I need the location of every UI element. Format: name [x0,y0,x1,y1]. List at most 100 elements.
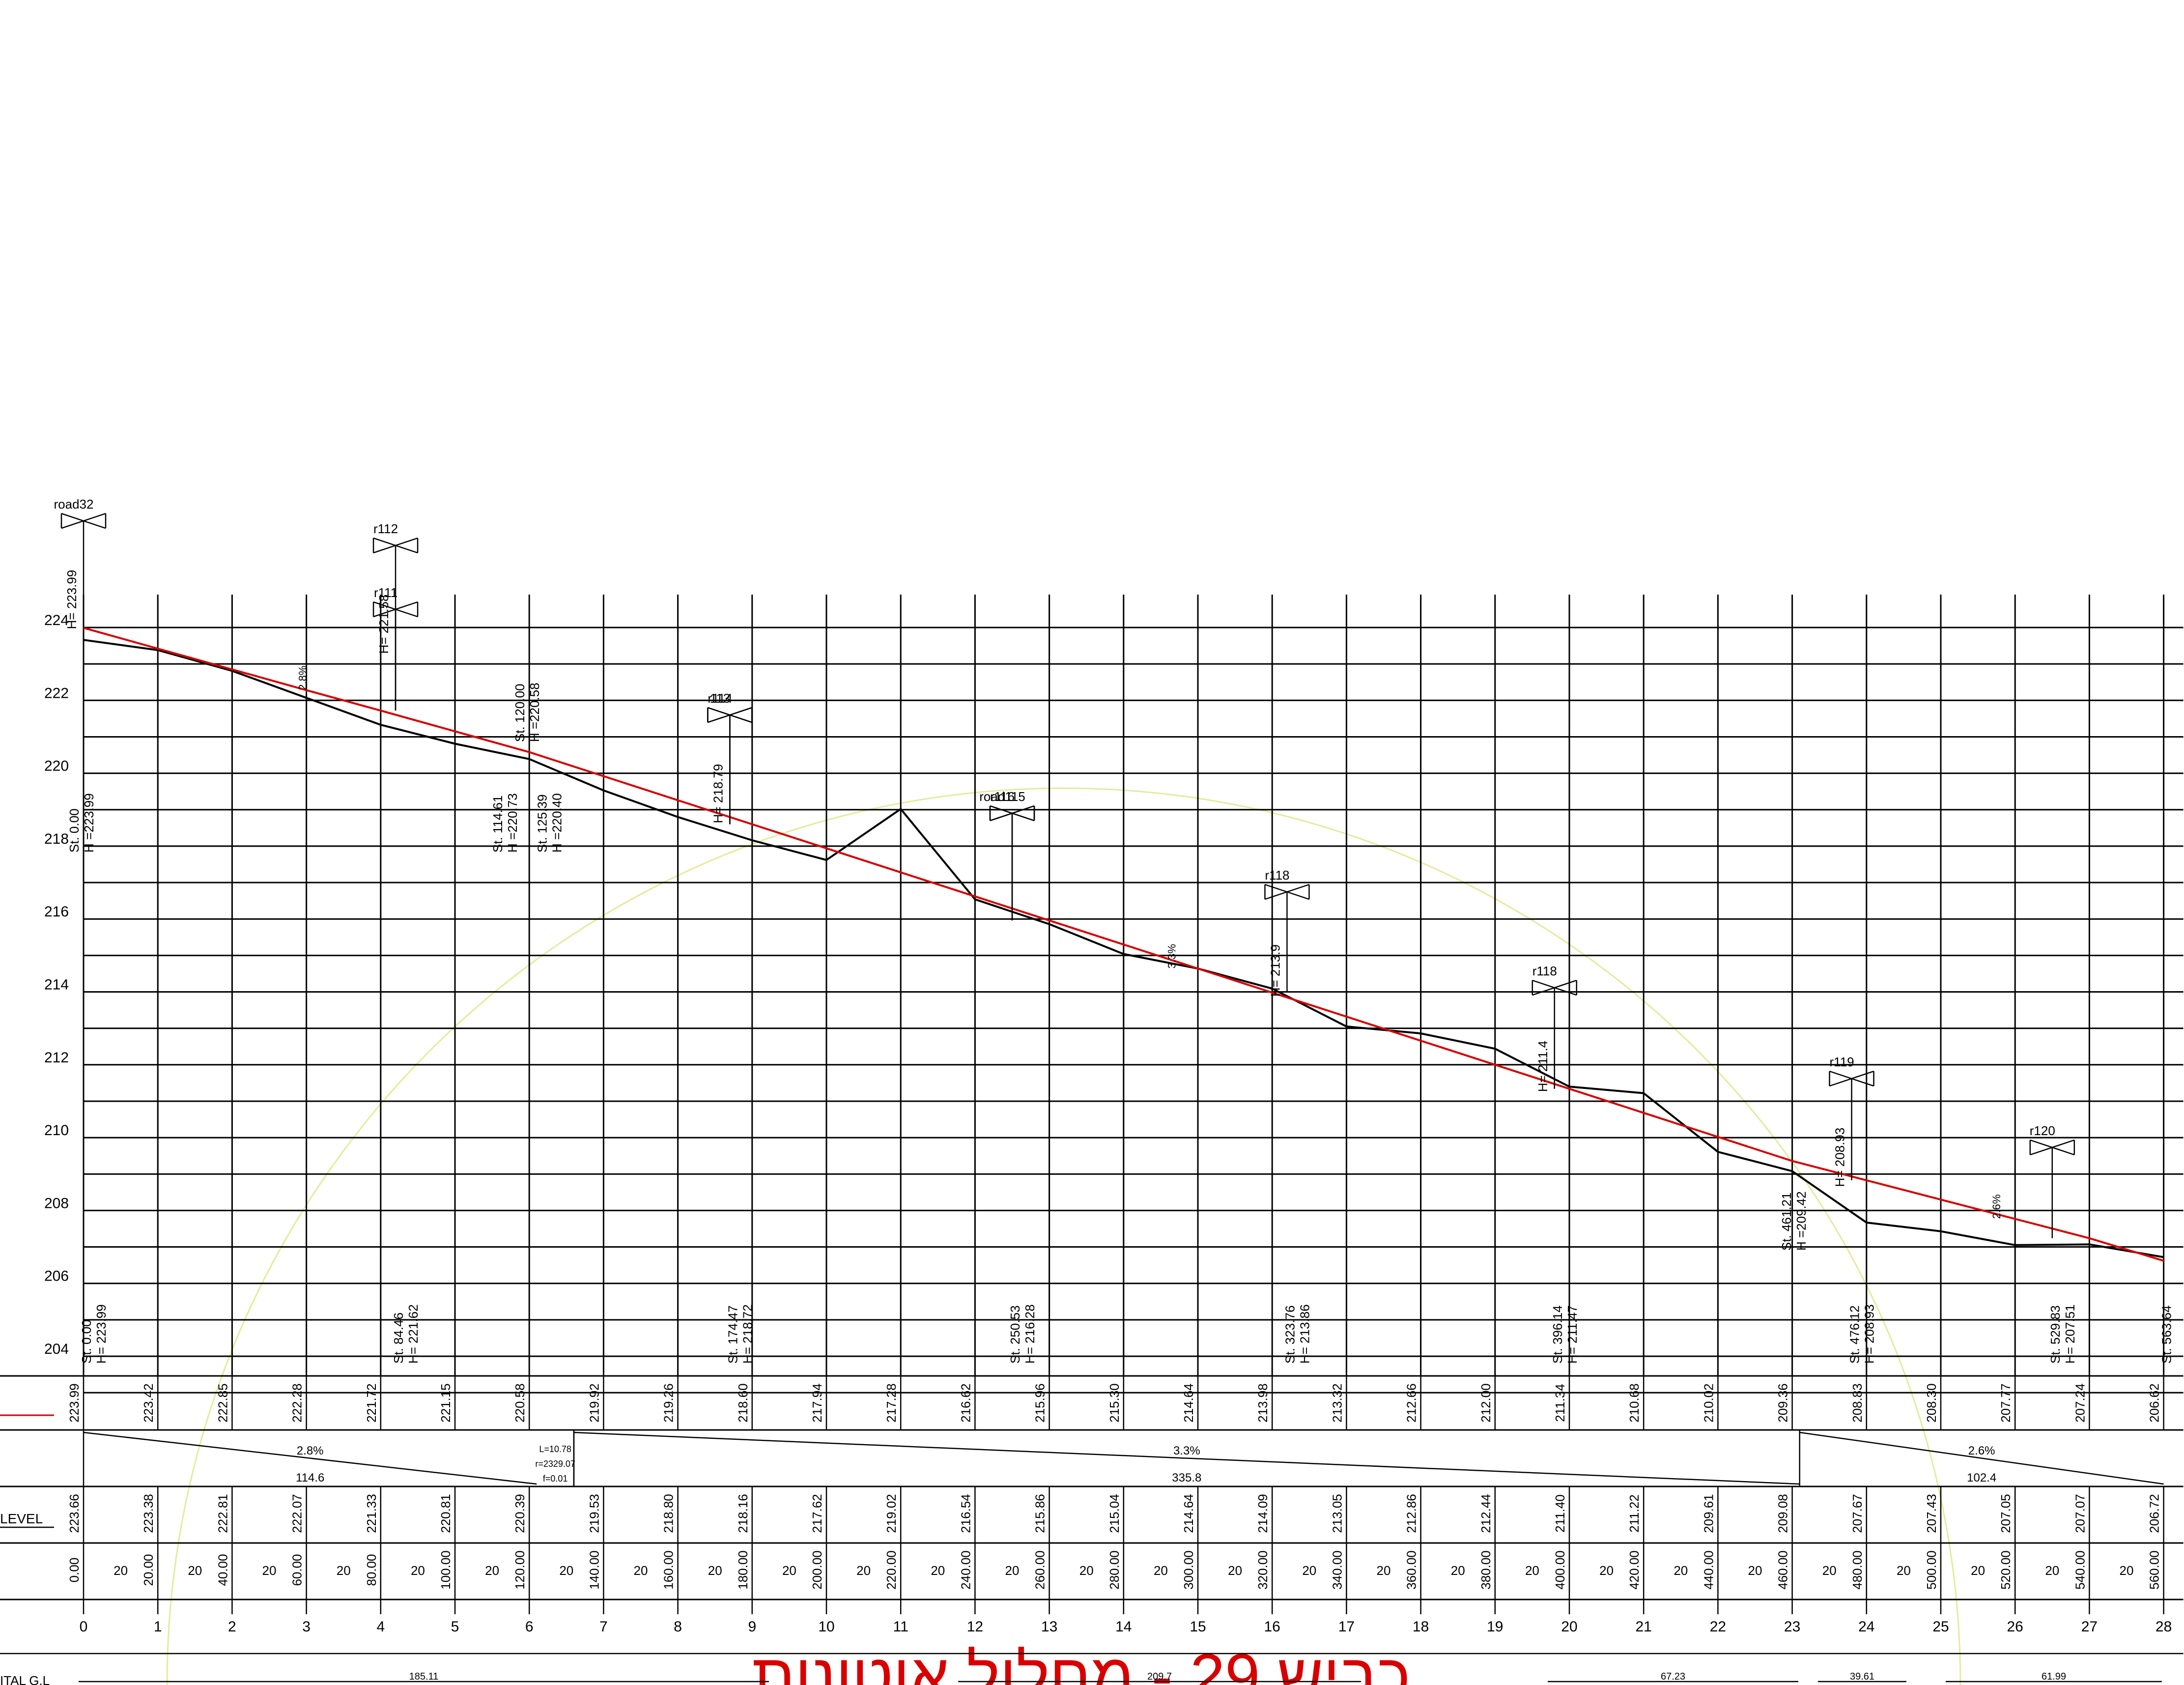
distance-cell: 240.00 [958,1550,973,1590]
design-level-cell: 220.58 [512,1383,527,1423]
design-level-cell: 208.30 [1924,1383,1939,1423]
slope-percent: 2.8% [297,1444,324,1457]
y-tick-label: 214 [44,977,69,993]
grade-mark: 2.8% [297,665,309,690]
ground-level-cell: 211.22 [1627,1494,1642,1533]
bottom-height-label: H= 207.51 [2063,1304,2077,1364]
design-level-cell: 209.36 [1776,1383,1790,1423]
interval-cell: 20 [782,1563,796,1578]
interval-cell: 20 [188,1563,202,1578]
distance-cell: 280.00 [1107,1550,1122,1590]
slope-diagonal [573,1431,1800,1485]
structure-label: r111 [374,585,397,600]
y-axis-ticks: 204 206 208 210 212 214 216 218 220 222 224 [44,612,69,1357]
slope-percent: 2.6% [1968,1444,1995,1457]
y-tick-label: 222 [44,685,69,701]
x-tick-label: 15 [1190,1619,1206,1635]
curve-length: L=10.78 [539,1444,571,1454]
x-tick-label: 10 [818,1619,834,1635]
interval-cell: 20 [1377,1563,1391,1578]
structure-height-label: H= 223.99 [64,570,79,629]
ground-level-cell: 220.81 [438,1494,453,1533]
interval-cell: 20 [1971,1563,1985,1578]
x-tick-label: 13 [1041,1619,1057,1635]
design-level-cell: 207.77 [1998,1383,2013,1423]
structure-label: 113 [710,691,730,706]
structure-label: road115 [979,789,1025,804]
y-tick-label: 212 [44,1050,69,1066]
distance-cell: 20.00 [141,1554,156,1586]
slope-diagonal [1799,1431,2164,1485]
interval-cell: 20 [1599,1563,1614,1578]
structure-height-label: H= 211.4 [1535,1041,1550,1092]
station-height-label: H =220.40 [550,793,565,853]
design-level-cell: 222.85 [215,1383,230,1423]
structure-label: r119 [1830,1055,1854,1069]
footer: כביש 29 - מחלול אוטונות ITAL G.L 185.11 20… [0,1641,2184,1685]
design-level-cell: 222.28 [290,1383,305,1423]
ground-level-cell: 211.40 [1553,1494,1567,1533]
ground-level-cell: 206.72 [2147,1494,2162,1533]
distance-cell: 480.00 [1850,1550,1865,1590]
station-height-label: H =220.73 [505,793,520,853]
distance-cell: 260.00 [1033,1550,1048,1590]
footer-segment-length: 185.11 [409,1671,439,1682]
ground-level-cell: 222.07 [290,1494,305,1533]
interval-cell: 20 [634,1563,648,1578]
interval-cell: 20 [1748,1563,1762,1578]
distance-cell: 80.00 [364,1554,379,1586]
ground-level-cell: 220.39 [512,1494,527,1533]
interval-cell: 20 [337,1563,351,1578]
ground-profile-line [83,639,2164,1258]
design-level-cell: 217.28 [884,1383,899,1423]
distance-cell: 180.00 [736,1550,750,1590]
design-level-cell: 212.00 [1478,1383,1493,1423]
station-label: St. 114.61 [490,795,505,853]
guide-arc [166,787,1961,1685]
ground-level-cell: 219.53 [587,1494,601,1533]
structure-road115: road115 [979,789,1035,921]
bottom-height-label: H= 216.28 [1022,1304,1037,1364]
bottom-station-label: St. 476.12 [1847,1305,1862,1364]
distance-cell: 500.00 [1924,1550,1939,1590]
interval-cell: 20 [931,1563,945,1578]
distance-cell: 420.00 [1627,1550,1642,1590]
design-level-cell: 223.42 [141,1383,156,1423]
interval-cell: 20 [1451,1563,1465,1578]
station-label: St. 120.00 [512,684,527,742]
distance-cell: 340.00 [1330,1550,1344,1590]
x-tick-label: 3 [302,1619,311,1635]
slope-percent: 3.3% [1173,1444,1200,1457]
x-tick-label: 18 [1413,1619,1429,1635]
bottom-station-label: St. 529.83 [2048,1305,2063,1364]
bottom-height-label: H= 211.47 [1565,1305,1580,1364]
distance-cell: 320.00 [1255,1550,1270,1590]
x-tick-label: 21 [1636,1619,1652,1635]
x-tick-label: 19 [1487,1619,1503,1635]
x-tick-label: 28 [2156,1619,2172,1635]
ground-level-cell: 221.33 [364,1494,379,1533]
interval-cell: 20 [1897,1563,1911,1578]
ground-level-cell: 218.80 [661,1494,676,1533]
structure-label: r118 [1532,964,1557,978]
grade-mark: 2.6% [1990,1194,2003,1219]
distance-cell: 160.00 [661,1550,676,1590]
design-level-cell: 216.62 [958,1383,973,1423]
distance-cell: 380.00 [1478,1550,1493,1590]
structure-label: r120 [2030,1123,2055,1138]
x-tick-label: 11 [893,1619,908,1635]
grade-mark: 3.3% [1166,944,1178,969]
x-tick-label: 12 [967,1619,983,1635]
distance-cell: 460.00 [1776,1550,1790,1590]
station-height-label: H =209.42 [1794,1191,1809,1251]
design-level-cell: 206.62 [2147,1383,2162,1423]
structure-height-label: H= 218.79 [710,764,725,824]
design-profile-line [83,627,2164,1262]
structure-height-label: H= 208.93 [1833,1128,1847,1187]
distance-cell: 560.00 [2147,1550,2162,1590]
slope-length: 102.4 [1967,1471,1996,1485]
x-tick-label: 24 [1858,1619,1874,1635]
y-tick-label: 220 [44,758,69,774]
structure-r118: r118 H= 211.4 [1532,964,1578,1092]
